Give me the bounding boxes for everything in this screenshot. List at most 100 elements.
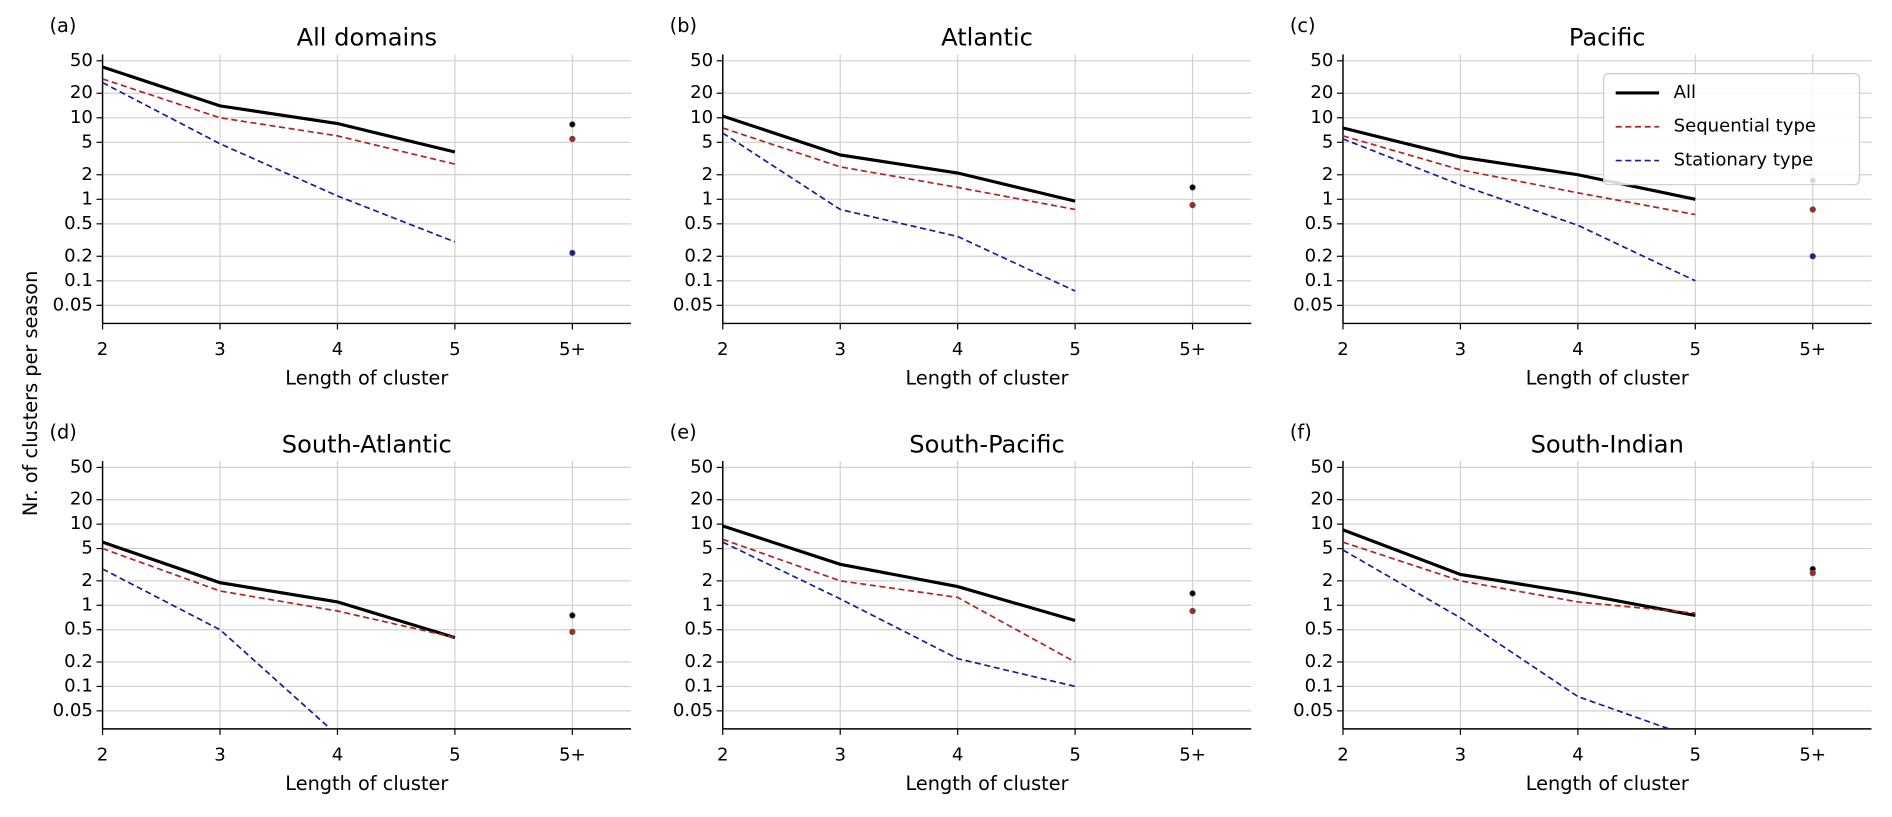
series-line <box>722 127 1076 211</box>
panel: 0.05 0.1 0.2 0.5 1 2 5 10 20 50 2 3 4 5 5+ South-Pacifi… <box>670 421 1252 795</box>
series-line <box>1342 135 1696 216</box>
y-tick-label: 0.05 <box>1293 700 1333 721</box>
panel-label: (b) <box>670 14 697 37</box>
x-tick-label: 4 <box>332 744 344 765</box>
y-tick-label: 20 <box>70 82 93 103</box>
x-tick-label: 2 <box>97 744 109 765</box>
y-tick-label: 5 <box>81 131 93 152</box>
series-line <box>722 541 1076 688</box>
point <box>1189 201 1196 209</box>
y-tick-label: 0.5 <box>684 213 713 234</box>
panel-label: (f) <box>1290 421 1312 444</box>
point <box>569 121 576 128</box>
y-tick-label: 0.2 <box>64 245 93 266</box>
y-tick-label: 20 <box>690 489 713 510</box>
y-tick-label: 0.05 <box>673 294 713 315</box>
x-axis-label: Length of cluster <box>285 772 448 795</box>
y-tick-label: 1 <box>702 594 714 615</box>
y-tick-label: 2 <box>1322 570 1334 591</box>
series-line <box>102 81 456 243</box>
y-tick-label: 0.5 <box>64 213 93 234</box>
chart-title: All domains <box>297 24 438 52</box>
x-tick-label: 4 <box>332 339 344 360</box>
point <box>1809 206 1816 213</box>
legend-label: Stationary type <box>1674 150 1814 171</box>
series-line <box>102 547 456 639</box>
panel-label: (e) <box>670 421 697 444</box>
chart-title: South-Indian <box>1531 430 1684 458</box>
x-axis-label: Length of cluster <box>905 772 1068 795</box>
y-tick-label: 0.05 <box>673 700 713 721</box>
x-tick-label: 5+ <box>559 744 586 765</box>
series-line <box>722 538 1076 663</box>
panel-label: (c) <box>1290 14 1316 37</box>
point <box>569 249 576 257</box>
x-tick-label: 4 <box>952 744 964 765</box>
y-tick-label: 20 <box>690 82 713 103</box>
series-line <box>722 524 1076 622</box>
point <box>569 135 576 143</box>
x-tick-label: 5 <box>1069 744 1081 765</box>
series-line <box>102 540 456 640</box>
series-line <box>1342 528 1696 617</box>
y-tick-label: 10 <box>1310 513 1333 534</box>
y-tick-label: 20 <box>1310 82 1333 103</box>
x-axis-label: Length of cluster <box>1526 772 1689 795</box>
point <box>569 628 576 636</box>
x-tick-label: 2 <box>717 339 729 360</box>
y-tick-label: 20 <box>70 489 93 510</box>
point <box>1809 569 1816 577</box>
x-tick-label: 3 <box>1455 744 1467 765</box>
y-tick-label: 1 <box>1322 188 1334 209</box>
y-tick-label: 0.1 <box>684 270 713 291</box>
y-tick-label: 0.2 <box>1305 651 1334 672</box>
y-tick-label: 50 <box>1310 456 1333 477</box>
y-tick-label: 2 <box>81 570 93 591</box>
panel: 0.05 0.1 0.2 0.5 1 2 5 10 20 50 2 3 4 5 5+ South-Atlant… <box>49 421 632 795</box>
y-tick-label: 10 <box>690 513 713 534</box>
point <box>1189 590 1196 597</box>
x-tick-label: 2 <box>97 339 109 360</box>
x-tick-label: 5 <box>1690 744 1702 765</box>
y-tick-label: 5 <box>1322 131 1334 152</box>
y-tick-label: 1 <box>1322 594 1334 615</box>
y-tick-label: 0.5 <box>1305 619 1334 640</box>
panel: 0.05 0.1 0.2 0.5 1 2 5 10 20 50 2 3 4 5 5+ All domains (… <box>49 14 632 389</box>
series-line <box>722 114 1076 203</box>
chart-title: South-Atlantic <box>282 430 452 458</box>
x-axis-label: Length of cluster <box>285 366 448 389</box>
y-tick-label: 1 <box>81 594 93 615</box>
y-tick-label: 50 <box>690 456 713 477</box>
y-tick-label: 5 <box>81 538 93 559</box>
x-tick-label: 4 <box>1572 339 1584 360</box>
y-axis-label: Nr. of clusters per season <box>19 271 42 516</box>
y-tick-label: 5 <box>702 538 714 559</box>
series-line <box>722 132 1076 292</box>
y-tick-label: 50 <box>70 456 93 477</box>
point <box>1189 607 1196 615</box>
panel-label: (d) <box>49 421 76 444</box>
x-tick-label: 5 <box>1690 339 1702 360</box>
legend-label: Sequential type <box>1674 116 1816 137</box>
x-tick-label: 3 <box>834 744 846 765</box>
series-line <box>102 65 456 154</box>
x-tick-label: 2 <box>717 744 729 765</box>
y-tick-label: 50 <box>1310 50 1333 71</box>
point <box>1809 253 1816 260</box>
y-tick-label: 2 <box>702 570 714 591</box>
panel: 0.05 0.1 0.2 0.5 1 2 5 10 20 50 2 3 4 5 5+ Pacific (c) Le… <box>1290 14 1872 389</box>
y-tick-label: 50 <box>70 50 93 71</box>
y-tick-label: 0.05 <box>53 294 93 315</box>
x-axis-label: Length of cluster <box>1526 366 1689 389</box>
x-tick-label: 5+ <box>559 339 586 360</box>
x-tick-label: 2 <box>1337 339 1349 360</box>
y-tick-label: 0.2 <box>684 245 713 266</box>
x-axis-label: Length of cluster <box>905 366 1068 389</box>
series-line <box>102 78 456 165</box>
x-tick-label: 3 <box>214 744 226 765</box>
y-tick-label: 10 <box>70 107 93 128</box>
y-tick-label: 50 <box>690 50 713 71</box>
y-tick-label: 0.05 <box>53 700 93 721</box>
y-tick-label: 0.1 <box>64 675 93 696</box>
